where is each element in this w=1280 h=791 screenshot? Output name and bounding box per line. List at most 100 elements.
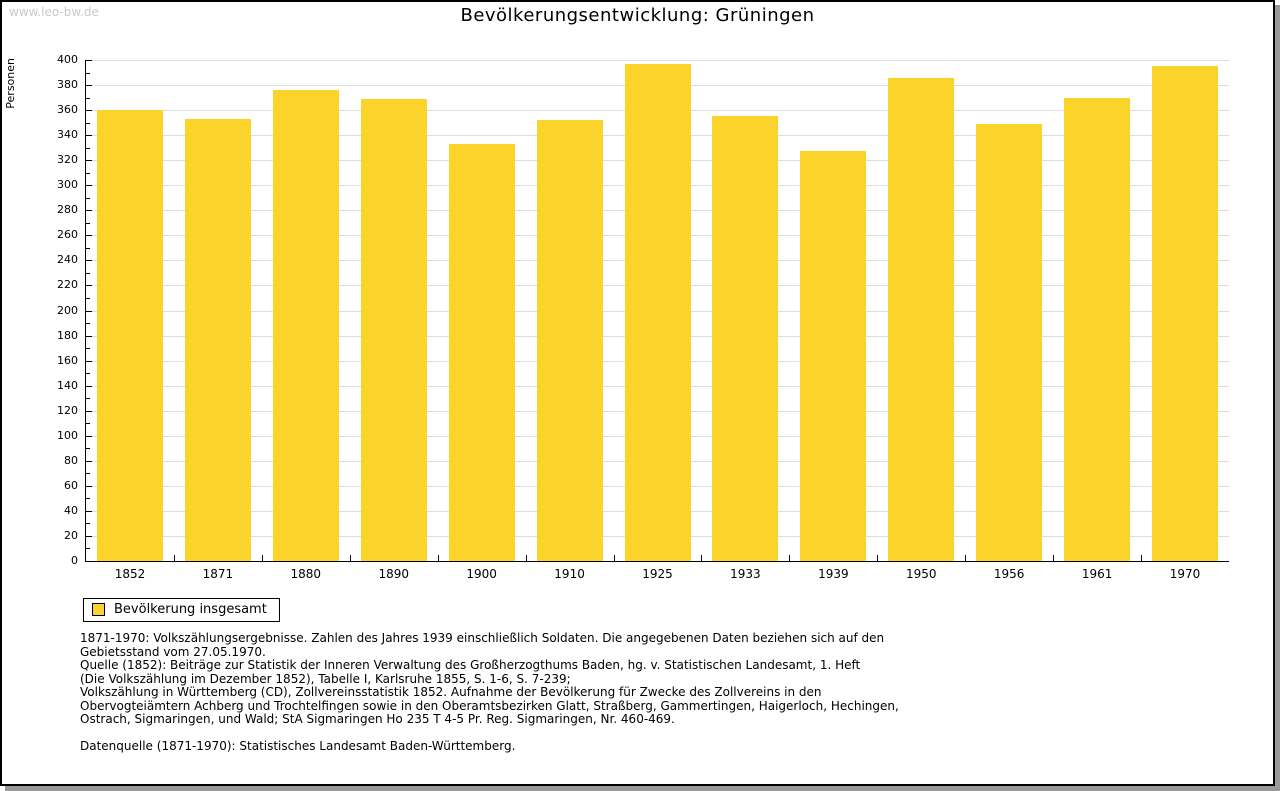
x-tick-label: 1970 — [1169, 567, 1201, 581]
x-tick-label: 1910 — [554, 567, 585, 581]
x-axis-tick — [613, 555, 615, 561]
bar-1852 — [96, 110, 163, 561]
y-axis-tick — [86, 535, 92, 537]
y-axis-tick — [86, 498, 90, 500]
y-axis-tick — [86, 360, 92, 362]
y-tick-label: 340 — [57, 128, 78, 142]
y-tick-label: 260 — [57, 228, 78, 242]
bar-1890 — [360, 98, 427, 561]
y-tick-label: 80 — [64, 453, 78, 467]
y-axis-tick — [86, 72, 90, 74]
y-axis-tick — [86, 398, 90, 400]
y-tick-label: 60 — [64, 478, 78, 492]
x-tick-label: 1900 — [466, 567, 497, 581]
footnote-line: Quelle (1852): Beiträge zur Statistik de… — [80, 658, 861, 672]
y-axis-tick — [86, 60, 92, 61]
y-axis-tick — [86, 335, 92, 337]
y-axis-labels: 0 20 40 60 80 100 120 140 160 180 200 220 240 260 280 3… — [4, 2, 78, 784]
bar-1925 — [624, 63, 691, 561]
y-axis-tick — [86, 448, 90, 450]
x-axis-tick — [173, 555, 175, 561]
y-axis-tick — [86, 247, 90, 249]
legend-swatch-icon — [92, 603, 105, 616]
y-axis-tick — [86, 423, 90, 425]
footnote-line: (Die Volkszählung im Dezember 1852), Tab… — [80, 671, 571, 686]
bar-1939 — [800, 151, 867, 561]
y-tick-label: 400 — [57, 53, 78, 66]
x-axis-tick — [965, 555, 967, 561]
bar-1871 — [184, 118, 251, 561]
y-tick-label: 0 — [71, 554, 78, 567]
y-axis-tick — [86, 285, 92, 287]
y-tick-label: 240 — [57, 253, 78, 267]
y-axis-tick — [86, 85, 92, 87]
y-axis-tick — [86, 348, 90, 350]
footnotes: 1871-1970: Volkszählungsergebnisse. Zahl… — [80, 631, 899, 727]
y-axis-tick — [86, 385, 92, 387]
y-tick-label: 280 — [57, 203, 78, 217]
y-axis-tick — [86, 473, 90, 475]
footnote-line: Volkszählung in Württemberg (CD), Zollve… — [80, 685, 822, 699]
y-axis-tick — [86, 523, 90, 525]
y-axis-tick — [86, 297, 90, 299]
y-tick-label: 120 — [57, 403, 78, 417]
datasource-note: Datenquelle (1871-1970): Statistisches L… — [80, 739, 516, 753]
y-tick-label: 380 — [57, 78, 78, 92]
y-tick-label: 320 — [57, 153, 78, 167]
y-tick-label: 220 — [57, 278, 78, 292]
x-tick-label: 1890 — [378, 567, 409, 581]
x-axis-tick — [525, 555, 527, 561]
x-axis-tick — [261, 555, 263, 561]
y-axis-tick — [86, 272, 90, 274]
bar-1900 — [448, 143, 515, 561]
y-tick-label: 200 — [57, 303, 78, 317]
x-tick-label: 1925 — [642, 567, 673, 581]
x-axis-tick — [437, 555, 439, 561]
bar-1880 — [272, 90, 339, 561]
y-axis-tick — [86, 210, 92, 212]
footnote-line: Gebietsstand vom 27.05.1970. — [80, 644, 266, 659]
y-tick-label: 140 — [57, 378, 78, 392]
y-axis-tick — [86, 172, 90, 174]
x-tick-label: 1933 — [730, 567, 761, 581]
y-axis-tick — [86, 310, 92, 312]
y-axis-tick — [86, 122, 90, 124]
bar-1950 — [888, 77, 955, 561]
y-axis-tick — [86, 185, 92, 187]
y-tick-label: 360 — [57, 103, 78, 117]
y-axis-tick — [86, 435, 92, 437]
y-tick-label: 40 — [64, 503, 78, 517]
y-axis-tick — [86, 373, 90, 375]
x-axis-tick — [701, 555, 703, 561]
y-axis-tick — [86, 135, 92, 137]
y-tick-label: 180 — [57, 328, 78, 342]
y-tick-label: 300 — [57, 178, 78, 192]
y-axis-tick — [86, 460, 92, 462]
y-tick-label: 100 — [57, 428, 78, 442]
footnote-line: 1871-1970: Volkszählungsergebnisse. Zahl… — [80, 631, 885, 645]
footnote-line: Obervogteiämtern Achberg und Trochtelfin… — [80, 698, 899, 713]
y-axis-tick — [86, 147, 90, 149]
bar-1933 — [712, 116, 779, 561]
x-axis-tick — [349, 555, 351, 561]
x-tick-label: 1956 — [993, 567, 1025, 581]
bar-1910 — [536, 120, 603, 561]
x-axis-tick — [1141, 555, 1143, 561]
y-axis-tick — [86, 548, 90, 550]
y-axis-tick — [86, 97, 90, 99]
y-axis-tick — [86, 323, 90, 325]
y-axis-tick — [86, 485, 92, 487]
x-axis-tick — [789, 555, 791, 561]
watermark: www.leo-bw.de — [9, 5, 99, 19]
gridline — [86, 60, 1229, 61]
y-axis-tick — [86, 410, 92, 412]
plot-area — [85, 60, 1229, 562]
bar-1956 — [976, 123, 1043, 561]
x-axis-tick — [877, 555, 879, 561]
y-axis-tick — [86, 510, 92, 512]
x-axis-tick — [1053, 555, 1055, 561]
y-axis-tick — [86, 260, 92, 262]
bar-1970 — [1152, 66, 1219, 561]
x-tick-label: 1939 — [818, 567, 849, 581]
x-tick-label: 1880 — [290, 567, 322, 581]
